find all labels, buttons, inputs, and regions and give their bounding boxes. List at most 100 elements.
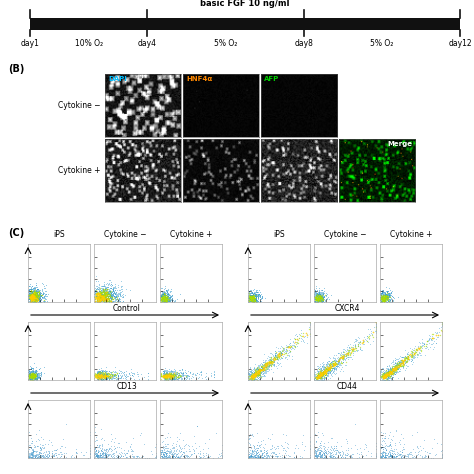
Point bbox=[162, 366, 169, 374]
Point bbox=[378, 290, 385, 298]
Point bbox=[33, 288, 40, 295]
Point bbox=[337, 453, 345, 461]
Point bbox=[314, 294, 321, 302]
Point bbox=[306, 318, 314, 326]
Point bbox=[259, 360, 266, 367]
Point bbox=[91, 294, 99, 302]
Point bbox=[248, 293, 255, 301]
Point bbox=[190, 447, 198, 455]
Point bbox=[96, 373, 104, 380]
Point bbox=[158, 447, 166, 455]
Point bbox=[97, 297, 104, 305]
Point bbox=[95, 372, 103, 380]
Point bbox=[385, 293, 392, 301]
Point bbox=[157, 298, 164, 306]
Point bbox=[318, 371, 325, 378]
Point bbox=[107, 453, 115, 460]
Point bbox=[269, 352, 277, 359]
Point bbox=[172, 370, 179, 378]
Point bbox=[333, 360, 341, 367]
Point bbox=[101, 286, 109, 293]
Point bbox=[29, 448, 37, 456]
Point bbox=[342, 351, 350, 358]
Point bbox=[246, 292, 254, 300]
Point bbox=[103, 372, 110, 380]
Point bbox=[303, 333, 310, 341]
Point bbox=[410, 349, 418, 356]
Point bbox=[381, 376, 389, 383]
Point bbox=[113, 297, 121, 304]
Point bbox=[32, 293, 40, 301]
Point bbox=[318, 297, 326, 305]
Point bbox=[275, 450, 283, 457]
Point bbox=[250, 374, 258, 381]
Point bbox=[379, 292, 386, 300]
Point bbox=[25, 371, 32, 378]
Point bbox=[36, 451, 44, 458]
Point bbox=[264, 452, 272, 459]
Point bbox=[28, 298, 36, 306]
Point bbox=[161, 440, 168, 448]
Point bbox=[175, 369, 183, 376]
Point bbox=[72, 446, 80, 453]
Point bbox=[317, 368, 325, 376]
Point bbox=[410, 350, 418, 357]
Point bbox=[135, 453, 142, 460]
Point bbox=[99, 374, 106, 382]
Point bbox=[244, 376, 252, 384]
Point bbox=[255, 371, 263, 379]
Point bbox=[94, 297, 102, 304]
Point bbox=[163, 371, 170, 378]
Point bbox=[372, 318, 380, 326]
Point bbox=[30, 292, 38, 300]
Point bbox=[271, 448, 278, 456]
Point bbox=[328, 360, 335, 367]
Point bbox=[91, 292, 99, 299]
Point bbox=[385, 292, 393, 299]
Point bbox=[378, 454, 386, 461]
Point bbox=[247, 295, 255, 302]
Point bbox=[391, 450, 399, 457]
Point bbox=[185, 453, 193, 461]
Point bbox=[253, 291, 261, 299]
Point bbox=[27, 374, 35, 382]
Point bbox=[165, 372, 173, 379]
Point bbox=[268, 355, 276, 362]
Text: 5% O₂: 5% O₂ bbox=[214, 39, 237, 48]
Point bbox=[164, 372, 172, 380]
Point bbox=[108, 371, 116, 379]
Point bbox=[109, 450, 117, 457]
Point bbox=[337, 448, 344, 456]
Point bbox=[26, 374, 33, 381]
Point bbox=[162, 292, 170, 299]
Point bbox=[98, 376, 105, 383]
Point bbox=[156, 294, 164, 302]
Point bbox=[27, 291, 34, 299]
Point bbox=[281, 444, 288, 452]
Point bbox=[172, 371, 179, 378]
Point bbox=[283, 342, 291, 349]
Point bbox=[163, 295, 170, 303]
Point bbox=[100, 372, 108, 380]
Point bbox=[156, 296, 164, 304]
Point bbox=[384, 371, 392, 379]
Point bbox=[329, 360, 337, 368]
Point bbox=[384, 367, 392, 375]
Point bbox=[254, 368, 262, 375]
Point bbox=[380, 291, 387, 299]
Point bbox=[35, 373, 43, 380]
Point bbox=[116, 371, 124, 379]
Point bbox=[252, 370, 260, 378]
Point bbox=[350, 347, 358, 355]
Point bbox=[110, 297, 118, 305]
Point bbox=[34, 292, 42, 300]
Point bbox=[291, 444, 299, 452]
Point bbox=[37, 368, 45, 375]
Point bbox=[161, 374, 168, 382]
Point bbox=[393, 364, 401, 371]
Point bbox=[260, 364, 267, 372]
Point bbox=[409, 346, 417, 354]
Point bbox=[251, 365, 258, 373]
Point bbox=[381, 290, 389, 297]
Point bbox=[164, 295, 171, 303]
